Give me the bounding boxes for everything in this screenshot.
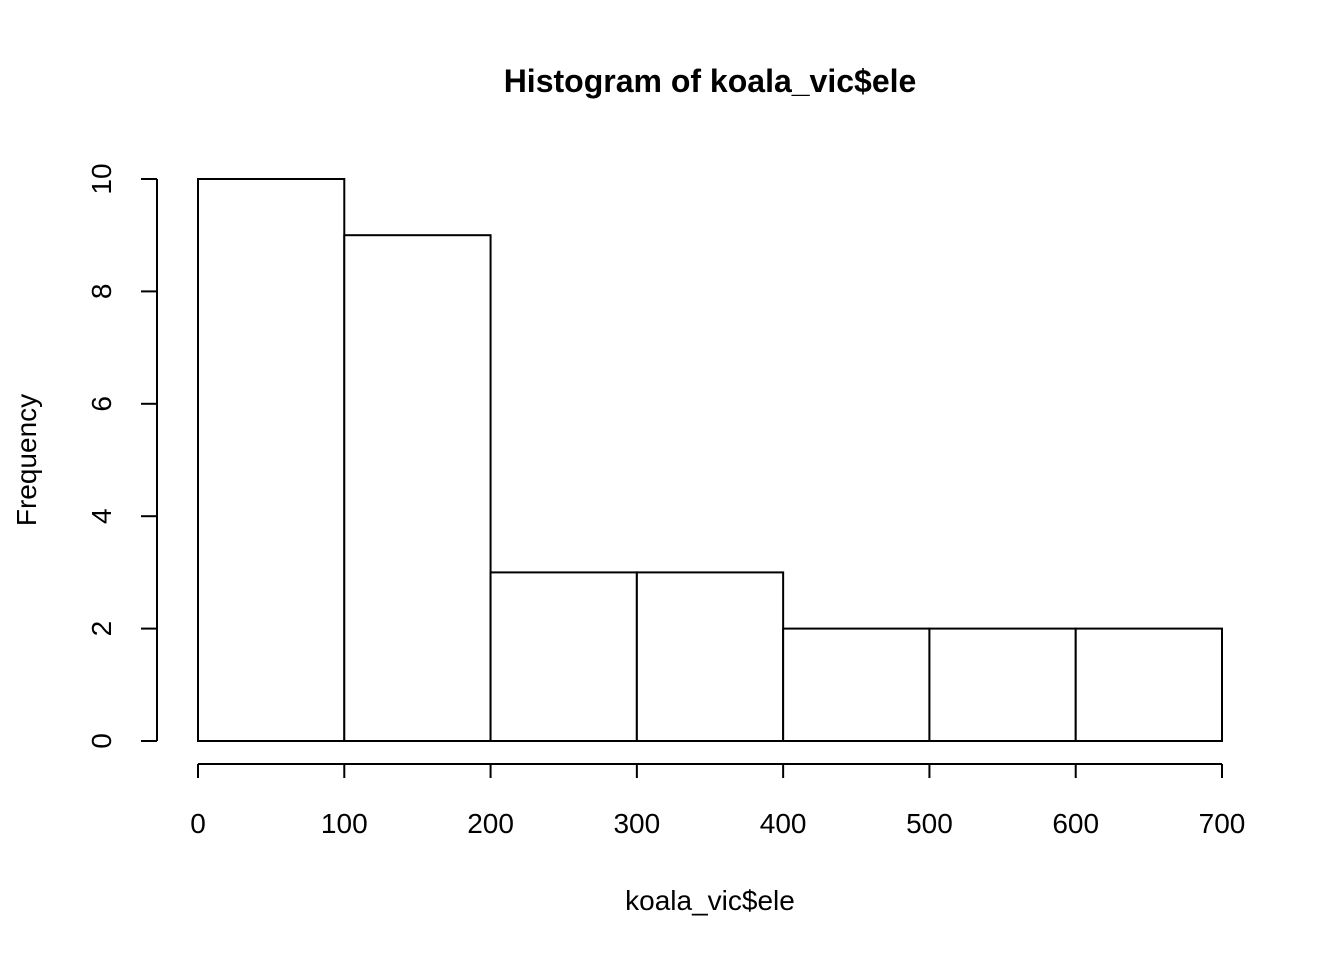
y-tick-label: 8 [86,284,117,300]
x-tick-label: 400 [760,808,807,839]
histogram-bar-4 [782,627,931,742]
y-tick-label: 0 [86,733,117,749]
y-tick-label: 6 [86,396,117,412]
x-tick-label: 200 [467,808,514,839]
x-tick-label: 300 [613,808,660,839]
histogram-bar-1 [343,234,492,742]
histogram-bar-2 [489,571,638,743]
histogram-bar-0 [197,178,346,742]
x-tick-label: 100 [321,808,368,839]
y-tick-label: 2 [86,621,117,637]
histogram-bar-5 [928,627,1077,742]
x-axis: 0 100 200 300 400 500 600 700 [190,763,1246,839]
x-tick-label: 600 [1052,808,1099,839]
y-axis: 0 2 4 6 8 10 [86,163,158,749]
y-axis-label: Frequency [11,394,42,526]
x-tick-label: 500 [906,808,953,839]
bars-layer [197,178,1223,743]
chart-title: Histogram of koala_vic$ele [504,63,917,99]
x-tick-label: 0 [190,808,206,839]
histogram-bar-3 [635,571,785,743]
y-tick-label: 10 [86,163,117,194]
x-tick-label: 700 [1199,808,1246,839]
histogram-bar-6 [1074,627,1223,742]
x-axis-label: koala_vic$ele [625,885,795,916]
y-tick-label: 4 [86,508,117,524]
